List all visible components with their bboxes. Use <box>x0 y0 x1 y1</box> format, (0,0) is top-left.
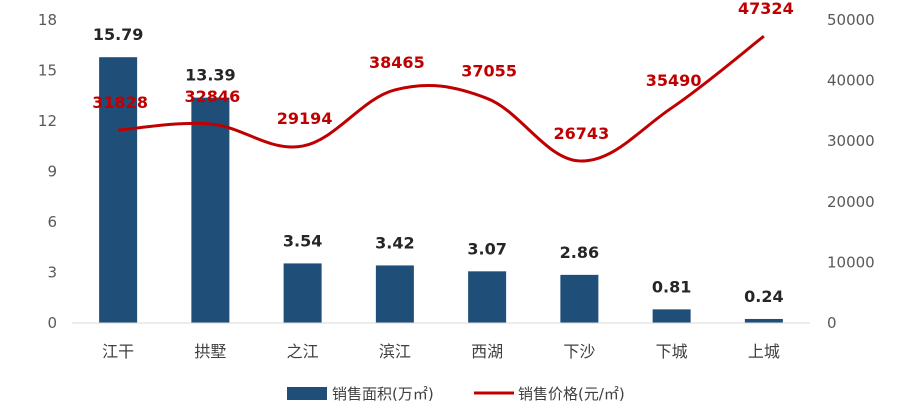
bar-7 <box>744 318 783 323</box>
bar-6 <box>652 309 691 323</box>
right-tick-label: 10000 <box>827 253 875 271</box>
bar-value-label: 13.39 <box>185 66 236 85</box>
bar-value-label: 0.24 <box>744 287 783 306</box>
right-axis: 0 10000 20000 30000 40000 50000 <box>827 11 875 332</box>
bar-4 <box>468 271 507 323</box>
line-data-labels: 31828 32846 29194 38465 37055 26743 35490 47324 <box>92 0 793 143</box>
category-label: 江干 <box>102 342 134 361</box>
legend-line-label: 销售价格(元/㎡) <box>518 385 625 403</box>
bar-value-label: 3.07 <box>467 239 506 258</box>
bar-value-label: 3.42 <box>375 233 414 252</box>
category-label: 下城 <box>656 342 688 361</box>
line-value-label: 37055 <box>461 61 517 80</box>
bar-5 <box>560 274 599 323</box>
bar-0 <box>99 57 138 324</box>
right-tick-label: 50000 <box>827 11 875 29</box>
legend: 销售面积(万㎡) 销售价格(元/㎡) <box>287 385 625 403</box>
bar-data-labels: 15.79 13.39 3.54 3.42 3.07 2.86 0.81 0.24 <box>93 25 784 306</box>
category-label: 滨江 <box>379 342 411 361</box>
bar-2 <box>283 263 322 323</box>
legend-bar-swatch <box>287 387 327 400</box>
right-tick-label: 20000 <box>827 193 875 211</box>
right-tick-label: 30000 <box>827 132 875 150</box>
category-label: 上城 <box>748 342 780 361</box>
bar-value-label: 2.86 <box>560 243 599 262</box>
line-value-label: 31828 <box>92 93 148 112</box>
left-tick-label: 15 <box>38 62 57 80</box>
line-value-label: 35490 <box>646 71 702 90</box>
right-tick-label: 0 <box>827 314 837 332</box>
bar-1 <box>191 97 230 323</box>
left-tick-label: 18 <box>38 11 57 29</box>
line-series <box>118 35 765 163</box>
bar-series <box>99 57 783 324</box>
bar-value-label: 3.54 <box>283 231 322 250</box>
left-tick-label: 9 <box>47 163 57 181</box>
line-value-label: 47324 <box>738 0 794 18</box>
left-tick-label: 12 <box>38 112 57 130</box>
line-value-label: 32846 <box>185 87 241 106</box>
category-label: 下沙 <box>563 342 595 361</box>
left-tick-label: 6 <box>47 213 57 231</box>
bar-3 <box>375 265 414 323</box>
category-labels: 江干 拱墅 之江 滨江 西湖 下沙 下城 上城 <box>102 342 780 361</box>
left-tick-label: 3 <box>47 264 57 282</box>
line-value-label: 26743 <box>554 124 610 143</box>
line-value-label: 38465 <box>369 53 425 72</box>
bar-value-label: 15.79 <box>93 25 144 44</box>
category-label: 拱墅 <box>194 342 226 361</box>
legend-bar-label: 销售面积(万㎡) <box>332 385 434 403</box>
line-value-label: 29194 <box>277 109 333 128</box>
right-tick-label: 40000 <box>827 72 875 90</box>
category-label: 西湖 <box>471 342 503 361</box>
price-line <box>118 35 765 163</box>
left-axis: 0 3 6 9 12 15 18 <box>38 11 57 332</box>
category-label: 之江 <box>287 342 319 361</box>
bar-value-label: 0.81 <box>652 277 691 296</box>
left-tick-label: 0 <box>47 314 57 332</box>
